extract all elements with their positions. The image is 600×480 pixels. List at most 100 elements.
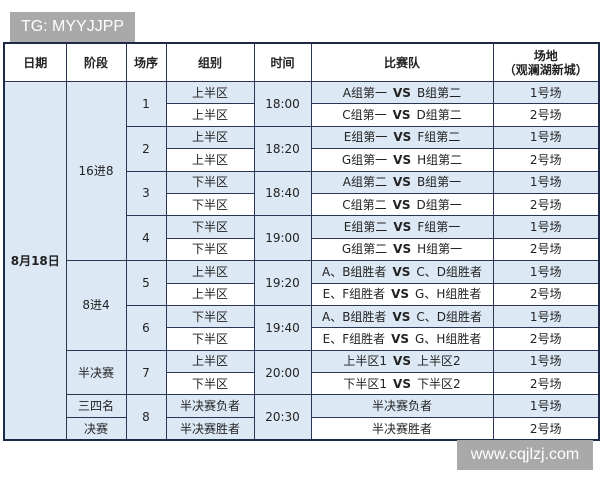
venue-cell: 2号场 <box>492 237 600 262</box>
table-row: 上半区 E、F组胜者 VS G、H组胜者 2号场 <box>4 282 600 306</box>
time-cell: 19:00 <box>253 215 312 262</box>
group-cell: 下半区 <box>165 192 255 217</box>
table-row: 3 下半区 18:40 A组第二 VS B组第一 1号场 <box>4 170 600 217</box>
group-cell: 下半区 <box>165 215 255 239</box>
table-row: 上半区 C组第一 VS D组第二 2号场 <box>4 103 600 127</box>
group-cell: 上半区 <box>165 148 255 172</box>
group-cell: 下半区 <box>165 237 255 262</box>
venue-cell: 2号场 <box>492 327 600 351</box>
teams-cell: G组第一 VS H组第二 <box>310 148 494 172</box>
team-b: B组第一 <box>416 175 462 190</box>
vs-label: VS <box>393 242 412 257</box>
venue-cell: 1号场 <box>492 260 600 284</box>
venue-cell: 2号场 <box>492 192 600 217</box>
table-row: 下半区 E、F组胜者 VS G、H组胜者 2号场 <box>4 327 600 351</box>
stage-cell: 8进4 <box>65 260 127 351</box>
venue-cell: 2号场 <box>492 103 600 127</box>
team-b: C、D组胜者 <box>416 309 482 324</box>
team-b: F组第一 <box>417 220 461 235</box>
header-venue-sub: （观澜湖新城） <box>503 62 588 77</box>
vs-label: VS <box>392 108 411 123</box>
team-a: A、B组胜者 <box>321 309 387 324</box>
teams-cell: 上半区1 VS 上半区2 <box>310 349 494 374</box>
venue-cell: 1号场 <box>492 125 600 150</box>
group-cell: 上半区 <box>165 103 255 127</box>
teams-cell: C组第二 VS D组第一 <box>310 192 494 217</box>
seq-cell: 3 <box>125 170 167 217</box>
table-row: 8月18日 16进8 1 上半区 18:00 A组第一 VS B组第二 1号场 <box>3 80 600 441</box>
team-b: H组第二 <box>417 152 463 167</box>
vs-label: VS <box>393 376 411 391</box>
header-stage: 阶段 <box>65 42 127 82</box>
header-teams: 比赛队 <box>310 42 494 82</box>
table-row: 下半区 G组第二 VS H组第一 2号场 <box>4 237 600 262</box>
stage-cell: 16进8 <box>65 80 127 262</box>
group-cell: 下半区 <box>165 304 255 329</box>
watermark-bottom-right: www.cqjlzj.com <box>457 440 593 470</box>
group-cell: 半决赛负者 <box>165 394 255 418</box>
venue-cell: 1号场 <box>492 215 600 239</box>
group-cell: 下半区 <box>165 372 255 396</box>
team-a: A、B组胜者 <box>321 264 387 279</box>
seq-cell: 8 <box>125 394 167 441</box>
venue-cell: 1号场 <box>492 80 600 105</box>
team-b: C、D组胜者 <box>416 264 482 279</box>
time-cell: 19:40 <box>253 304 312 351</box>
header-venue: 场地 （观澜湖新城） <box>492 42 600 82</box>
seq-cell: 2 <box>125 125 167 172</box>
seq-cell: 1 <box>125 81 167 127</box>
vs-label: VS <box>393 152 412 167</box>
vs-label: VS <box>393 85 411 100</box>
team-b: G、H组胜者 <box>415 331 482 346</box>
vs-label: VS <box>392 264 411 279</box>
team-a: G组第一 <box>341 152 388 167</box>
table-row: 8进4 5 上半区 19:20 A、B组胜者 VS C、D组胜者 1号场 <box>4 260 600 351</box>
time-cell: 18:20 <box>253 125 312 172</box>
group-cell: 上半区 <box>165 80 255 105</box>
venue-cell: 1号场 <box>492 170 600 194</box>
stage-cell: 半决赛 <box>65 349 127 396</box>
vs-label: VS <box>392 197 411 212</box>
venue-cell: 1号场 <box>492 304 600 329</box>
venue-cell: 2号场 <box>492 148 600 172</box>
team-b: B组第二 <box>416 85 462 100</box>
teams-cell: A组第二 VS B组第一 <box>310 170 494 194</box>
teams-cell: E组第二 VS F组第一 <box>310 215 494 239</box>
team-a: A组第一 <box>342 85 388 100</box>
header-time: 时间 <box>253 42 312 82</box>
table-row: 决赛 半决赛胜者 半决赛胜者 2号场 <box>4 416 600 441</box>
header-seq: 场序 <box>125 42 167 82</box>
teams-cell: 下半区1 VS 下半区2 <box>310 372 494 396</box>
table-row: 三四名 8 半决赛负者 20:30 半决赛负者 1号场 <box>4 394 600 441</box>
venue-cell: 2号场 <box>492 282 600 306</box>
teams-cell: E组第一 VS F组第二 <box>310 125 494 150</box>
team-b: F组第二 <box>417 130 461 145</box>
schedule-table: 日期 阶段 场序 组别 时间 比赛队 场地 （观澜湖新城） 8月18日 16进8 1 上… <box>3 42 600 442</box>
teams-cell: E、F组胜者 VS G、H组胜者 <box>310 282 494 306</box>
time-cell: 19:20 <box>253 260 312 306</box>
table-row: 6 下半区 19:40 A、B组胜者 VS C、D组胜者 1号场 <box>4 304 600 351</box>
vs-label: VS <box>393 130 412 145</box>
vs-label: VS <box>391 331 410 346</box>
date-cell: 8月18日 <box>3 81 67 441</box>
team-b: G、H组胜者 <box>415 287 482 302</box>
header-date: 日期 <box>3 42 67 82</box>
teams-cell: 半决赛负者 <box>310 394 494 418</box>
table-row: 下半区 C组第二 VS D组第一 2号场 <box>4 192 600 217</box>
vs-label: VS <box>392 309 411 324</box>
teams-cell: A、B组胜者 VS C、D组胜者 <box>310 304 494 329</box>
team-a: G组第二 <box>341 242 388 257</box>
time-cell: 20:30 <box>253 394 312 441</box>
team-a: E、F组胜者 <box>322 331 386 346</box>
team-a: C组第一 <box>342 108 387 123</box>
team-a: E组第二 <box>343 220 388 235</box>
group-cell: 下半区 <box>165 170 255 194</box>
table-row: 2 上半区 18:20 E组第一 VS F组第二 1号场 <box>4 125 600 172</box>
table-row: 下半区 下半区1 VS 下半区2 2号场 <box>4 372 600 396</box>
teams-cell: A、B组胜者 VS C、D组胜者 <box>310 260 494 284</box>
team-b: D组第二 <box>416 108 462 123</box>
venue-cell: 1号场 <box>492 349 600 374</box>
teams-cell: 半决赛胜者 <box>310 416 494 441</box>
seq-cell: 5 <box>125 260 167 306</box>
venue-cell: 1号场 <box>492 394 600 418</box>
